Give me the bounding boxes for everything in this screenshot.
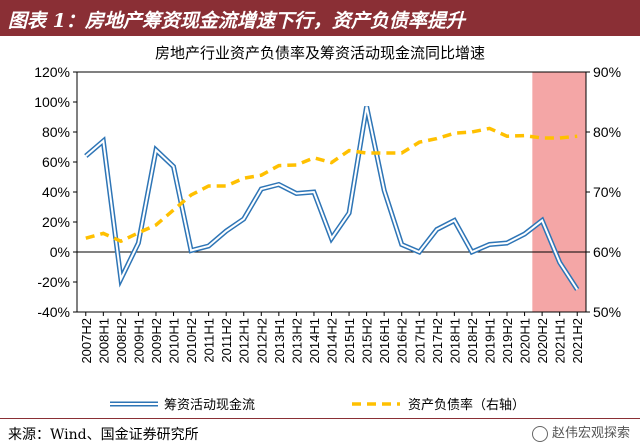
x-tick-label: 2010H1 bbox=[167, 318, 182, 364]
left-tick-label: 80% bbox=[42, 124, 70, 140]
x-tick-label: 2012H2 bbox=[254, 318, 269, 364]
highlight-band-group bbox=[532, 72, 586, 312]
left-tick-label: 0% bbox=[50, 244, 70, 260]
footer-divider bbox=[0, 418, 640, 419]
axes-group bbox=[73, 71, 590, 316]
left-tick-label: 100% bbox=[34, 94, 70, 110]
left-tick-label: 120% bbox=[34, 64, 70, 80]
x-tick-label: 2008H1 bbox=[96, 318, 111, 364]
x-tick-label: 2021H2 bbox=[570, 318, 585, 364]
left-tick-label: -40% bbox=[37, 304, 70, 320]
series-line-debt-ratio bbox=[85, 126, 578, 244]
x-tick-label: 2016H1 bbox=[377, 318, 392, 364]
left-tick-label: 40% bbox=[42, 184, 70, 200]
x-tick-label: 2017H2 bbox=[430, 318, 445, 364]
series-line-cashflow-inner bbox=[85, 106, 579, 291]
debt-ratio-point bbox=[243, 178, 244, 179]
x-tick-label: 2009H1 bbox=[131, 318, 146, 364]
series-group bbox=[84, 105, 580, 291]
right-tick-label: 70% bbox=[593, 184, 621, 200]
debt-ratio-point bbox=[366, 153, 367, 154]
legend-label-debt-ratio: 资产负债率（右轴） bbox=[408, 397, 525, 413]
x-tick-label: 2011H1 bbox=[202, 318, 217, 363]
x-tick-label: 2019H1 bbox=[482, 318, 497, 364]
x-tick-label: 2008H2 bbox=[114, 318, 129, 364]
x-tick-label: 2007H2 bbox=[79, 318, 94, 364]
x-tick-label: 2009H2 bbox=[149, 318, 164, 364]
debt-ratio-point bbox=[226, 186, 227, 187]
highlight-band bbox=[532, 72, 586, 312]
x-tick-label: 2016H2 bbox=[395, 318, 410, 364]
source-note: 来源：Wind、国金证券研究所 bbox=[8, 427, 199, 443]
plot-frame bbox=[76, 71, 587, 313]
left-tick-label: -20% bbox=[37, 274, 70, 290]
x-tick-label: 2017H1 bbox=[412, 318, 427, 364]
x-tick-label: 2014H2 bbox=[325, 318, 340, 364]
right-tick-label: 90% bbox=[593, 64, 621, 80]
x-tick-label: 2018H2 bbox=[465, 318, 480, 364]
legend-label-cashflow: 筹资活动现金流 bbox=[164, 397, 255, 413]
debt-ratio-point bbox=[384, 153, 385, 154]
x-tick-label: 2013H1 bbox=[272, 318, 287, 364]
tick-labels-group: -40% -20% 0% 20% 40% 60% 80% 100% 120% 50% 60% 70% 8… bbox=[34, 64, 621, 364]
left-tick-label: 20% bbox=[42, 214, 70, 230]
x-tick-label: 2019H2 bbox=[500, 318, 515, 364]
left-tick-label: 60% bbox=[42, 154, 70, 170]
watermark: 赵伟宏观探索 bbox=[531, 422, 630, 442]
watermark-logo-icon bbox=[531, 425, 548, 442]
x-tick-label: 2018H1 bbox=[447, 318, 462, 364]
right-tick-label: 80% bbox=[593, 124, 621, 140]
x-tick-label: 2020H1 bbox=[518, 318, 533, 364]
debt-ratio-point bbox=[524, 135, 525, 136]
x-tick-label: 2015H1 bbox=[342, 318, 357, 364]
x-tick-label: 2012H1 bbox=[237, 318, 252, 364]
x-tick-label: 2011H2 bbox=[219, 318, 234, 363]
x-tick-label: 2015H2 bbox=[360, 318, 375, 364]
debt-ratio-point bbox=[313, 157, 314, 158]
figure-header-bar: 图表 1：房地产筹资现金流增速下行，资产负债率提升 bbox=[0, 0, 640, 36]
watermark-text: 赵伟宏观探索 bbox=[551, 426, 630, 441]
right-tick-label: 60% bbox=[593, 244, 621, 260]
x-tick-label: 2014H1 bbox=[307, 318, 322, 364]
chart-title: 房地产行业资产负债率及筹资活动现金流同比增速 bbox=[154, 44, 485, 62]
x-tick-label: 2010H2 bbox=[184, 318, 199, 364]
right-tick-label: 50% bbox=[593, 304, 621, 320]
x-tick-label: 2013H2 bbox=[289, 318, 304, 364]
debt-ratio-point bbox=[454, 133, 455, 134]
legend: 筹资活动现金流 资产负债率（右轴） bbox=[110, 397, 525, 413]
figure-title: 图表 1：房地产筹资现金流增速下行，资产负债率提升 bbox=[8, 10, 465, 32]
line-chart: -40% -20% 0% 20% 40% 60% 80% 100% 120% 50% 60% 70% 8… bbox=[34, 64, 621, 413]
x-tick-label: 2021H1 bbox=[553, 318, 568, 364]
x-tick-label: 2020H2 bbox=[535, 318, 550, 364]
